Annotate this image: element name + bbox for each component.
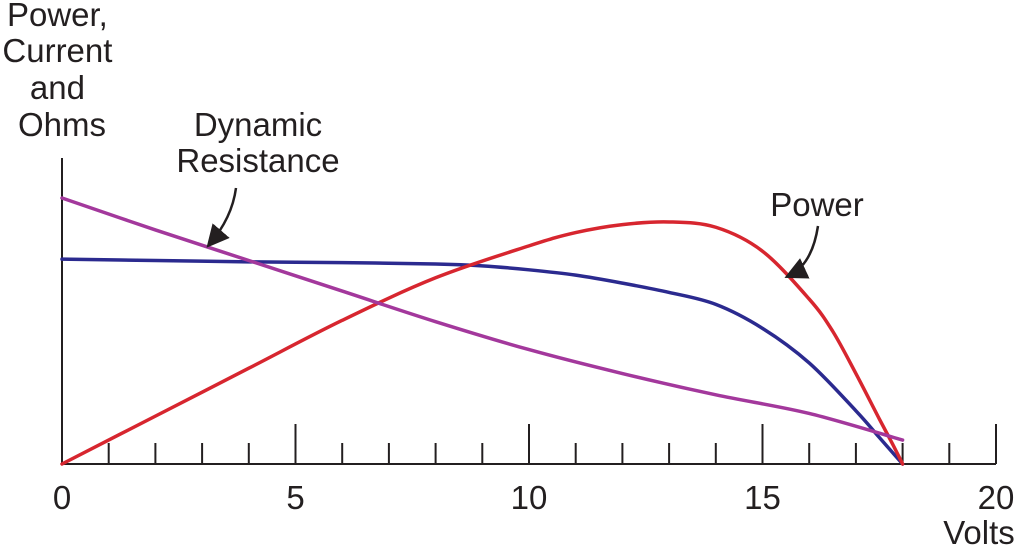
x-tick-label: 10 [511, 479, 548, 516]
x-tick-label: 0 [53, 479, 71, 516]
annotations: Dynamic Resistance Power [176, 106, 864, 279]
annotation-power: Power [770, 186, 864, 223]
x-tick-label: 5 [286, 479, 304, 516]
y-axis-label-line: Ohms [18, 106, 106, 143]
y-axis-label-line: and [30, 69, 85, 106]
annotation-arrow [206, 187, 238, 248]
x-tick-label: 20 [978, 479, 1015, 516]
annotation-line: Dynamic [194, 106, 322, 143]
y-axis-label: Power, Current and Ohms [2, 0, 121, 143]
series-layer [60, 196, 905, 466]
y-axis-label-line: Current [2, 32, 112, 69]
current-curve [60, 257, 905, 466]
y-axis-label-line: Power, [7, 0, 108, 33]
annotation-line: Resistance [176, 142, 339, 179]
x-axis-ticks [61, 424, 997, 464]
x-tick-label: 15 [744, 479, 781, 516]
x-axis-tick-labels: 0 5 10 15 20 [53, 479, 1015, 516]
annotation-resistance: Dynamic Resistance [176, 106, 339, 179]
annotation-line: Power [770, 186, 864, 223]
resistance-curve [60, 196, 905, 442]
power-curve [60, 220, 905, 466]
annotation-arrow [784, 225, 820, 279]
x-axis-label: Volts [943, 514, 1015, 548]
